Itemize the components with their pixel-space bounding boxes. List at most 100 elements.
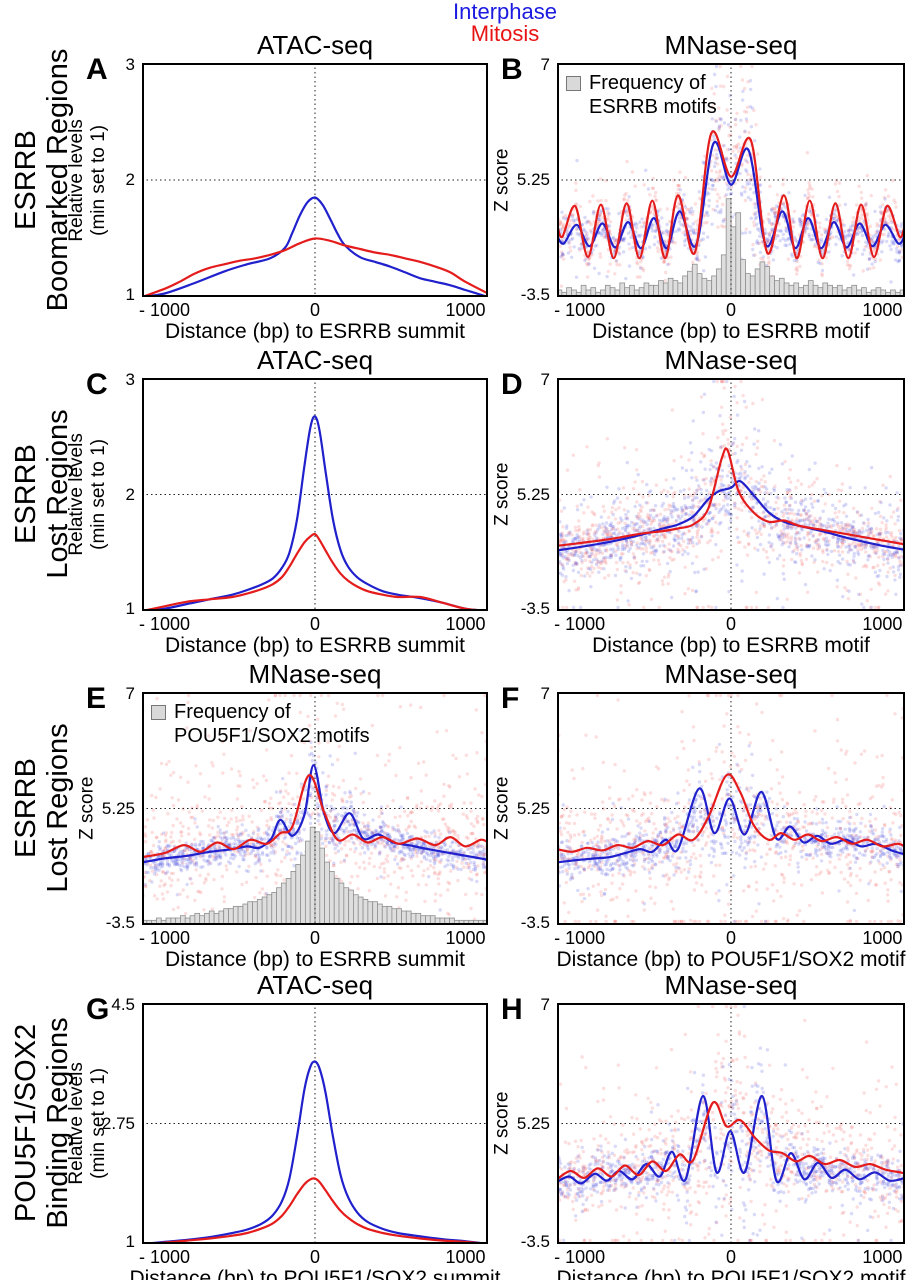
x-tick: 1000 — [445, 614, 486, 634]
x-tick: 1000 — [445, 1247, 486, 1267]
panel-b-title: MNase-seq — [664, 30, 798, 60]
plot-canvas-g — [142, 1003, 488, 1244]
y-tick: 3 — [125, 55, 135, 74]
panel-h-title: MNase-seq — [664, 970, 798, 1000]
plot-area-a — [142, 63, 488, 297]
x-tick: - 1000 — [554, 300, 606, 320]
y-tick: 7 — [540, 55, 550, 74]
panel-letter-c: C — [86, 368, 108, 401]
plot-canvas-h — [557, 1003, 905, 1244]
y-tick: 2 — [125, 484, 135, 504]
y-tick: 4.5 — [111, 995, 135, 1014]
y-axis-label: Relative levels (min set to 1) — [65, 433, 109, 556]
plot-canvas-c — [142, 378, 488, 611]
panel-a: A ATAC-seq Relative levels (min set to 1… — [66, 30, 488, 343]
y-tick: 5.25 — [516, 484, 550, 504]
x-tick: 0 — [309, 928, 321, 948]
histogram-legend: Frequency of ESRRB motifs — [566, 71, 717, 120]
panel-e: E MNase-seq Z score 7 5.25 -3.5 Frequenc… — [77, 659, 488, 971]
x-axis-label: Distance (bp) to ESRRB motif — [592, 634, 870, 657]
histogram-swatch-icon — [151, 705, 166, 720]
panel-g-title: ATAC-seq — [256, 970, 374, 1000]
plot-canvas-d — [557, 378, 905, 611]
plot-area-f — [557, 692, 905, 925]
x-tick: 0 — [725, 928, 737, 948]
plot-canvas-a — [142, 63, 488, 297]
y-tick: 1 — [125, 599, 135, 618]
x-tick: - 1000 — [138, 300, 191, 320]
panel-b: B MNase-seq Z score 7 5.25 -3.5 Frequenc… — [492, 30, 905, 343]
panel-c: C ATAC-seq Relative levels (min set to 1… — [66, 345, 488, 657]
y-tick: 2.75 — [101, 1113, 135, 1133]
panel-e-title: MNase-seq — [248, 659, 382, 689]
x-tick: - 1000 — [138, 928, 191, 948]
panel-f: F MNase-seq Z score 7 5.25 -3.5 - 1000 0… — [492, 659, 906, 971]
y-tick: 5.25 — [516, 798, 550, 818]
x-axis-label: Distance (bp) to ESRRB motif — [592, 320, 870, 343]
panel-letter-d: D — [501, 368, 523, 401]
plot-canvas-f — [557, 692, 905, 925]
y-tick: -3.5 — [520, 599, 550, 618]
x-axis-label: Distance (bp) to POU5F1/SOX2 motif — [556, 1267, 906, 1280]
y-tick: 7 — [125, 684, 135, 703]
y-tick: 2 — [125, 170, 135, 189]
y-tick: 5.25 — [101, 798, 135, 818]
x-tick: 0 — [725, 614, 737, 634]
y-axis-label: Relative levels (min set to 1) — [65, 118, 109, 242]
plot-area-c — [142, 378, 488, 611]
x-tick: 0 — [309, 614, 321, 634]
y-tick: 5.25 — [516, 170, 550, 189]
x-tick: - 1000 — [554, 614, 606, 634]
plot-canvas-e — [142, 692, 488, 925]
x-tick: - 1000 — [554, 928, 606, 948]
legend-interphase-label: Interphase — [453, 0, 557, 24]
x-tick: 0 — [725, 1247, 737, 1267]
x-tick: - 1000 — [554, 1247, 606, 1267]
panel-letter-h: H — [501, 993, 523, 1026]
y-tick: 1 — [125, 285, 135, 304]
panel-g: G ATAC-seq Relative levels (min set to 1… — [66, 970, 501, 1280]
y-tick: 3 — [125, 370, 135, 389]
x-axis-label: Distance (bp) to ESRRB summit — [165, 320, 465, 343]
panel-letter-g: G — [86, 993, 110, 1026]
panel-f-title: MNase-seq — [664, 659, 798, 689]
panel-c-title: ATAC-seq — [256, 345, 374, 375]
x-tick: 0 — [725, 300, 737, 320]
x-tick: 1000 — [862, 928, 903, 948]
plot-area-b: Frequency of ESRRB motifs — [557, 63, 905, 297]
plot-area-h — [557, 1003, 905, 1244]
x-tick: 0 — [309, 1247, 321, 1267]
x-tick: 1000 — [862, 1247, 903, 1267]
plot-area-d — [557, 378, 905, 611]
panel-h: H MNase-seq Z score 7 5.25 -3.5 - 1000 0… — [492, 970, 906, 1280]
panel-letter-b: B — [501, 53, 523, 86]
panel-letter-a: A — [86, 53, 108, 86]
panel-a-title: ATAC-seq — [256, 30, 374, 60]
panel-letter-f: F — [501, 682, 520, 715]
x-tick: - 1000 — [138, 614, 191, 634]
y-tick: -3.5 — [520, 1232, 550, 1251]
y-tick: 7 — [540, 684, 550, 703]
x-axis-label: Distance (bp) to POU5F1/SOX2 summit — [129, 1267, 501, 1280]
x-axis-label: Distance (bp) to ESRRB summit — [165, 948, 465, 971]
panel-d-title: MNase-seq — [664, 345, 798, 375]
x-axis-label: Distance (bp) to ESRRB summit — [165, 634, 465, 657]
x-tick: 1000 — [862, 300, 903, 320]
x-tick: 1000 — [445, 928, 486, 948]
x-axis-label: Distance (bp) to POU5F1/SOX2 motif — [556, 948, 906, 971]
y-tick: -3.5 — [520, 285, 550, 304]
y-tick: -3.5 — [105, 913, 135, 932]
plot-canvas-b — [557, 63, 905, 297]
x-tick: 1000 — [445, 300, 486, 320]
y-tick: 5.25 — [516, 1113, 550, 1133]
x-tick: 1000 — [862, 614, 903, 634]
plot-area-g — [142, 1003, 488, 1244]
histogram-swatch-icon — [566, 76, 581, 91]
x-tick: - 1000 — [138, 1247, 191, 1267]
y-tick: -3.5 — [520, 913, 550, 932]
panel-d: D MNase-seq Z score 7 5.25 -3.5 - 1000 0… — [492, 345, 905, 657]
y-tick: 7 — [540, 995, 550, 1014]
y-tick: 1 — [125, 1232, 135, 1251]
y-tick: 7 — [540, 370, 550, 389]
